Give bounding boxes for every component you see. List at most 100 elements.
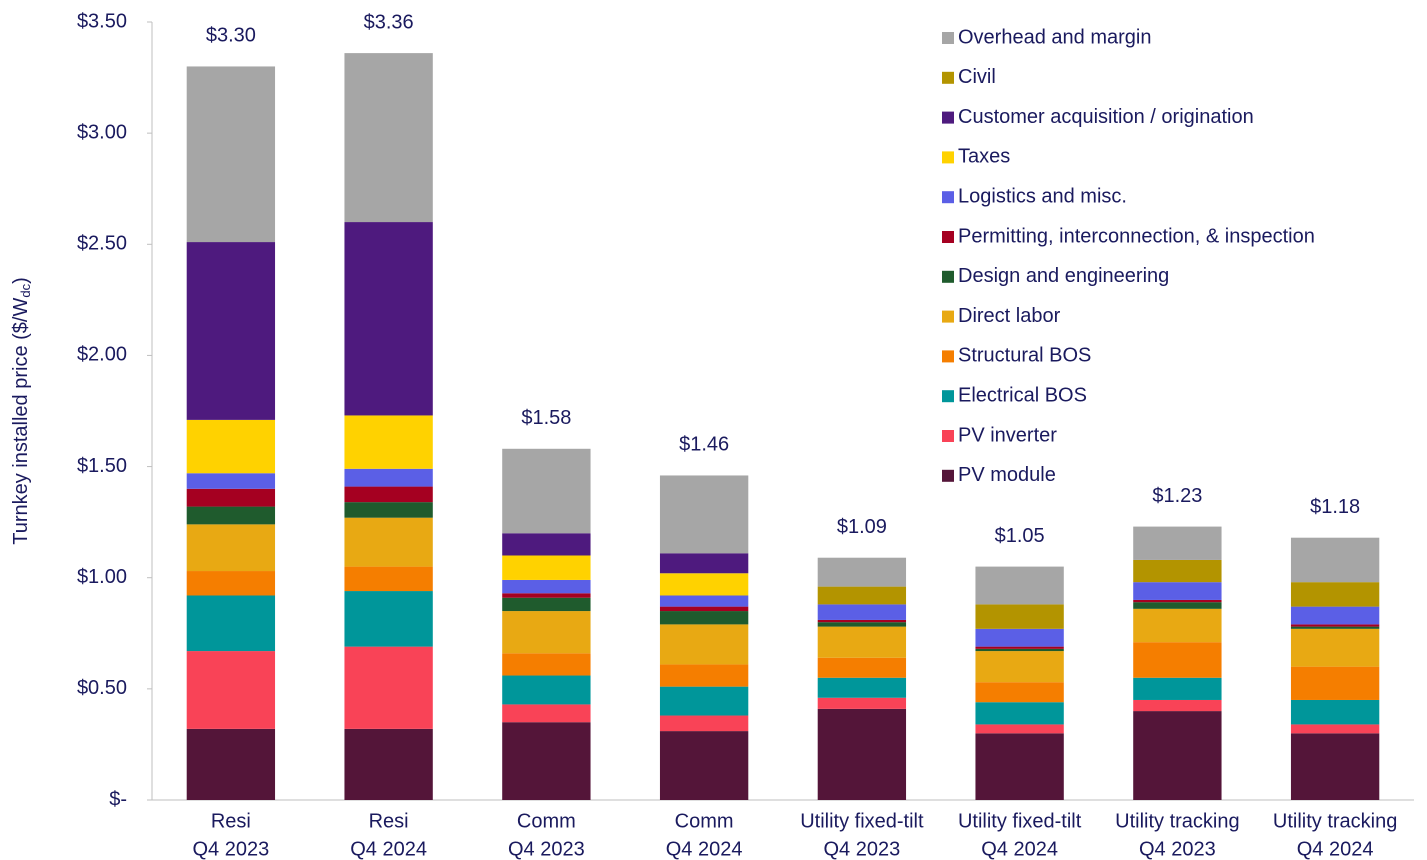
legend-label: Permitting, interconnection, & inspectio… (958, 225, 1315, 247)
y-axis-label: Turnkey installed price ($/Wdc) (10, 277, 33, 545)
y-tick-label: $1.50 (77, 455, 127, 477)
legend-swatch (942, 390, 954, 403)
legend-label: PV inverter (958, 424, 1057, 446)
y-axis-label-main: Turnkey installed price ($/W (10, 298, 32, 545)
bar-segment (186, 66, 276, 243)
bar-segment (502, 704, 591, 723)
y-tick-label: $3.50 (77, 10, 127, 32)
bar-segment (1290, 666, 1380, 700)
x-tick-label: Q4 2023 (193, 838, 270, 860)
x-tick-label: Q4 2024 (350, 838, 427, 860)
bar-segment (344, 415, 433, 469)
bar-segment (817, 586, 907, 605)
bar-segment (659, 611, 749, 625)
bar-segment (1290, 724, 1380, 734)
bar-segment (186, 571, 276, 596)
legend-swatch (942, 71, 954, 84)
bar-segment (817, 708, 907, 800)
bar-segment (659, 573, 749, 596)
bar-segment (502, 722, 591, 800)
total-label: $1.05 (995, 525, 1045, 547)
legend-label: Customer acquisition / origination (958, 106, 1254, 128)
bar-segment (1133, 711, 1222, 800)
y-tick-label: $1.00 (77, 566, 127, 588)
x-tick-label: Utility tracking (1273, 810, 1397, 832)
legend-swatch (942, 151, 954, 164)
bar-segment (659, 475, 749, 554)
bar-segment (186, 488, 276, 507)
bar-segment (1133, 559, 1222, 583)
bar-segment (975, 651, 1064, 683)
x-tick-label: Comm (517, 810, 576, 832)
bar-segment (659, 686, 749, 716)
legend-label: Taxes (958, 146, 1010, 168)
bar-segment (344, 502, 433, 518)
bar-segment (344, 222, 433, 416)
bar-segment (817, 697, 907, 709)
bar-segment (817, 677, 907, 698)
legend-swatch (942, 231, 954, 243)
bar-segment (659, 715, 749, 732)
bar-segment (659, 553, 749, 574)
bar-segment (502, 579, 591, 594)
bar-segment (502, 448, 591, 534)
bar-segment (659, 606, 749, 612)
bar-segment (1133, 526, 1222, 560)
bar-segment (186, 242, 276, 420)
legend-label: Electrical BOS (958, 384, 1087, 406)
bar-segment (344, 566, 433, 592)
legend-swatch (942, 469, 954, 482)
legend-swatch (942, 430, 954, 442)
bar-segment (817, 557, 907, 587)
bar-segment (186, 728, 276, 800)
bar-segment (659, 664, 749, 687)
bar-segment (344, 517, 433, 567)
legend-label: Design and engineering (958, 265, 1169, 287)
bar-segment (817, 622, 907, 627)
total-label: $1.23 (1152, 485, 1202, 507)
legend-label: Structural BOS (958, 345, 1091, 367)
x-tick-label: Comm (675, 810, 734, 832)
y-tick-label: $3.00 (77, 121, 127, 143)
legend-label: Direct labor (958, 305, 1061, 327)
bar-segment (1133, 699, 1222, 712)
bar-segment (817, 604, 907, 620)
bar-segment (817, 619, 907, 623)
total-label: $1.46 (679, 434, 729, 456)
x-tick-label: Utility fixed-tilt (958, 810, 1082, 832)
x-tick-label: Q4 2023 (508, 838, 585, 860)
bar-segment (817, 657, 907, 678)
bar-segment (344, 728, 433, 800)
bar-segment (975, 733, 1064, 800)
bar-segment (1133, 599, 1222, 603)
bar-segment (502, 653, 591, 676)
bar-segment (1133, 602, 1222, 609)
y-axis-label-sub: dc (18, 283, 33, 297)
bar-segment (186, 651, 276, 729)
bar-segment (975, 628, 1064, 647)
bar-segment (659, 624, 749, 665)
legend-label: PV module (958, 464, 1056, 486)
bar-segment (502, 675, 591, 705)
total-label: $1.09 (837, 516, 887, 538)
x-tick-label: Utility fixed-tilt (800, 810, 924, 832)
bar-segment (659, 731, 749, 800)
bar-segment (186, 419, 276, 474)
x-tick-label: Resi (211, 810, 251, 832)
bar-segment (1290, 537, 1380, 583)
x-tick-label: Q4 2023 (1139, 838, 1216, 860)
bar-segment (344, 646, 433, 729)
legend-label: Civil (958, 66, 996, 88)
bar-segment (344, 53, 433, 223)
bar-segment (344, 468, 433, 487)
bar-segment (344, 591, 433, 647)
x-tick-label: Utility tracking (1115, 810, 1239, 832)
bar-segment (975, 648, 1064, 652)
x-tick-label: Resi (369, 810, 409, 832)
bar-segment (502, 555, 591, 580)
bar-segment (1133, 677, 1222, 700)
bar-segment (344, 486, 433, 503)
bar-segment (817, 626, 907, 658)
y-tick-label: $0.50 (77, 677, 127, 699)
legend-label: Overhead and margin (958, 26, 1151, 48)
